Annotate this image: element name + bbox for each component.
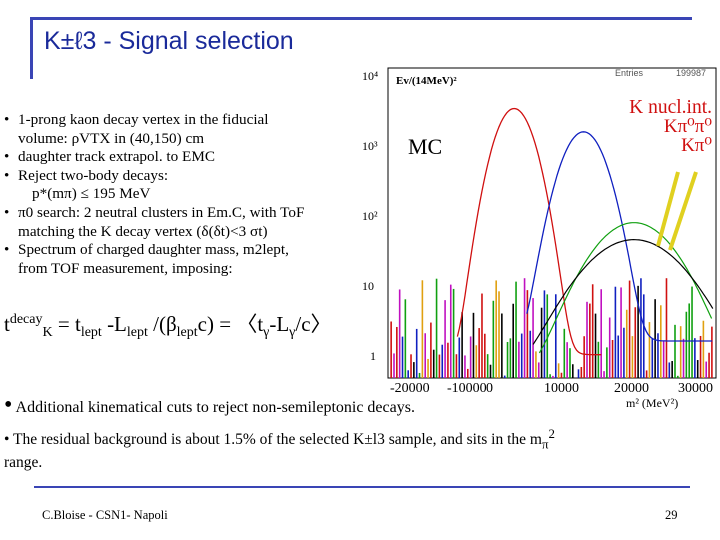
footer-author: C.Bloise - CSN1- Napoli [42, 508, 168, 522]
bullet-extrapolation: daughter track extrapol. to EMC [4, 148, 366, 167]
knucl-annotation: K nucl.int. Kπ⁰π⁰ Kπ⁰ [600, 98, 712, 155]
tof-formula: tdecayK = tlept -Llept /(βleptc) = 〈tγ-L… [4, 312, 332, 341]
y-tick-1e4: 10⁴ [362, 69, 378, 83]
note1-bullet: • [4, 392, 13, 418]
bullet-list: 1-prong kaon decay vertex in the fiducia… [4, 111, 366, 278]
x-axis-label: m² (MeV²) [626, 396, 678, 410]
y-tick-1: 1 [370, 349, 376, 363]
page-number: 29 [665, 508, 678, 522]
knucl-line-3: Kπ⁰ [681, 135, 712, 156]
note-residual-background: • The residual background is about 1.5% … [4, 426, 555, 472]
bullet-reject: Reject two-body decays: [4, 167, 366, 186]
series-knucl-curve [538, 222, 713, 354]
x-tick-0: 0 [486, 381, 493, 396]
y-tick-1e3: 10³ [362, 139, 378, 153]
x-tick-m10000: -10000 [447, 381, 487, 396]
entries-value: 199987 [676, 68, 706, 78]
y-tick-1e1: 10 [362, 279, 374, 293]
entries-label: Entries [615, 68, 644, 78]
bullet-pi0: π0 search: 2 neutral clusters in Em.C, w… [4, 204, 366, 223]
x-tick-labels: -20000 -10000 0 10000 20000 30000 [390, 381, 713, 396]
footer-divider [34, 486, 690, 488]
knucl-line-2: Kπ⁰π⁰ [663, 116, 712, 137]
slide-title: K±ℓ3 - Signal selection [44, 27, 294, 55]
x-tick-20000: 20000 [614, 381, 649, 396]
y-tick-labels: 10⁴ 10³ 10² 10 1 [362, 69, 378, 363]
title-frame-vertical [30, 17, 33, 79]
series-electron-curve [456, 107, 602, 356]
note-kinematic-cuts: • Additional kinematical cuts to reject … [4, 392, 415, 418]
mass-spectrum-plot: 10⁴ 10³ 10² 10 1 Ev/(14MeV)² Entries 199… [362, 67, 717, 410]
series-kpipi-curve [532, 238, 714, 345]
x-tick-10000: 10000 [544, 381, 579, 396]
title-frame-horizontal [30, 17, 692, 20]
bullet-reject-cut: p*(mπ) ≤ 195 MeV [32, 185, 151, 203]
histogram-noise [390, 278, 713, 378]
x-tick-m20000: -20000 [390, 381, 430, 396]
series-muon-curve [526, 131, 713, 342]
bullet-fiducial-cont: volume: ρVTX in (40,150) cm [18, 129, 205, 147]
y-axis-label: Ev/(14MeV)² [396, 75, 457, 87]
knucl-line-1: K nucl.int. [629, 97, 712, 118]
arrow-kpipi [668, 171, 698, 251]
bullet-spectrum: Spectrum of charged daughter mass, m2lep… [4, 241, 366, 260]
bullet-pi0-cont: matching the K decay vertex (δ(δt)<3 σt) [18, 222, 268, 240]
mc-label: MC [408, 134, 442, 159]
bullet-fiducial: 1-prong kaon decay vertex in the fiducia… [4, 111, 366, 130]
arrow-knucl [656, 171, 680, 247]
x-tick-30000: 30000 [678, 381, 713, 396]
pointer-arrows [656, 171, 698, 251]
y-tick-1e2: 10² [362, 209, 378, 223]
bullet-spectrum-cont: from TOF measurement, imposing: [18, 259, 233, 277]
